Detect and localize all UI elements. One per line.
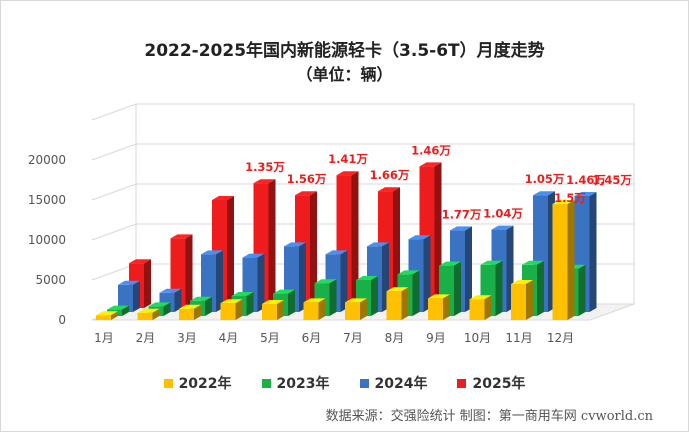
y-tick-label: 15000: [28, 193, 66, 207]
bar-2022年-6月: [303, 298, 326, 320]
legend-swatch-2024: [359, 378, 369, 388]
x-tick-label: 2月: [136, 331, 156, 345]
data-label: 1.05万: [525, 172, 565, 186]
bar-2024年-1月: [118, 280, 140, 312]
legend-label-2023: 2023年: [276, 376, 330, 392]
x-tick-label: 4月: [219, 331, 239, 345]
chart-title: 2022-2025年国内新能源轻卡（3.5-6T）月度走势: [144, 41, 545, 61]
y-tick-label: 0: [58, 313, 66, 327]
bar-2022年-4月: [220, 299, 243, 320]
legend-item-2024: 2024年: [359, 373, 428, 393]
data-label: 1.04万: [483, 207, 523, 221]
data-label: 1.45万: [592, 173, 632, 187]
y-tick-label: 10000: [28, 233, 66, 247]
bar-2022年-9月: [428, 294, 450, 320]
x-tick-label: 7月: [343, 331, 363, 345]
x-tick-label: 10月: [464, 331, 491, 345]
y-tick-label: 5000: [35, 273, 66, 287]
gridline: [91, 223, 634, 241]
x-tick-label: 5月: [260, 331, 280, 345]
data-label: 1.46万: [411, 143, 451, 157]
x-tick-label: 11月: [505, 331, 532, 345]
legend-label-2022: 2022年: [178, 376, 232, 392]
legend-item-2022: 2022年: [163, 373, 232, 393]
legend-item-2023: 2023年: [261, 373, 330, 393]
data-label: 1.35万: [245, 160, 285, 174]
x-tick-label: 6月: [302, 331, 322, 345]
legend-swatch-2023: [261, 378, 271, 388]
source-note: 数据来源：交强险统计 制图：第一商用车网 cvworld.cn: [325, 409, 653, 424]
legend: 2022年 2023年 2024年 2025年: [0, 373, 689, 393]
y-tick-label: 20000: [28, 153, 66, 167]
x-tick-label: 3月: [177, 331, 197, 345]
bar-2022年-12月: [552, 200, 575, 320]
data-label: 1.46万: [566, 173, 606, 187]
legend-label-2025: 2025年: [472, 376, 526, 392]
x-tick-label: 1月: [94, 331, 114, 345]
gridline: [91, 103, 634, 121]
chart-subtitle: （单位：辆）: [296, 65, 393, 84]
x-tick-label: 12月: [547, 331, 574, 345]
bar-2022年-2月: [137, 308, 160, 320]
legend-swatch-2025: [457, 378, 467, 388]
data-label: 1.41万: [328, 152, 368, 166]
bar-2022年-8月: [386, 287, 409, 320]
x-tick-label: 8月: [385, 331, 405, 345]
data-label: 1.56万: [287, 172, 327, 186]
bar-2024年-4月: [242, 253, 265, 312]
data-label: 1.5万: [554, 191, 586, 205]
legend-item-2025: 2025年: [457, 373, 525, 393]
data-label: 1.77万: [442, 207, 482, 221]
gridline: [91, 143, 634, 161]
x-tick-label: 9月: [426, 331, 446, 345]
gridline: [91, 183, 634, 201]
data-label: 1.66万: [370, 168, 410, 182]
bar-2022年-5月: [262, 300, 284, 320]
bar-2022年-10月: [469, 295, 492, 320]
bar-2022年-3月: [179, 304, 201, 320]
legend-label-2024: 2024年: [374, 376, 428, 392]
legend-swatch-2022: [163, 378, 173, 388]
bar-2022年-1月: [96, 311, 118, 320]
bar-2022年-7月: [345, 298, 367, 320]
bar-2022年-11月: [511, 280, 533, 320]
